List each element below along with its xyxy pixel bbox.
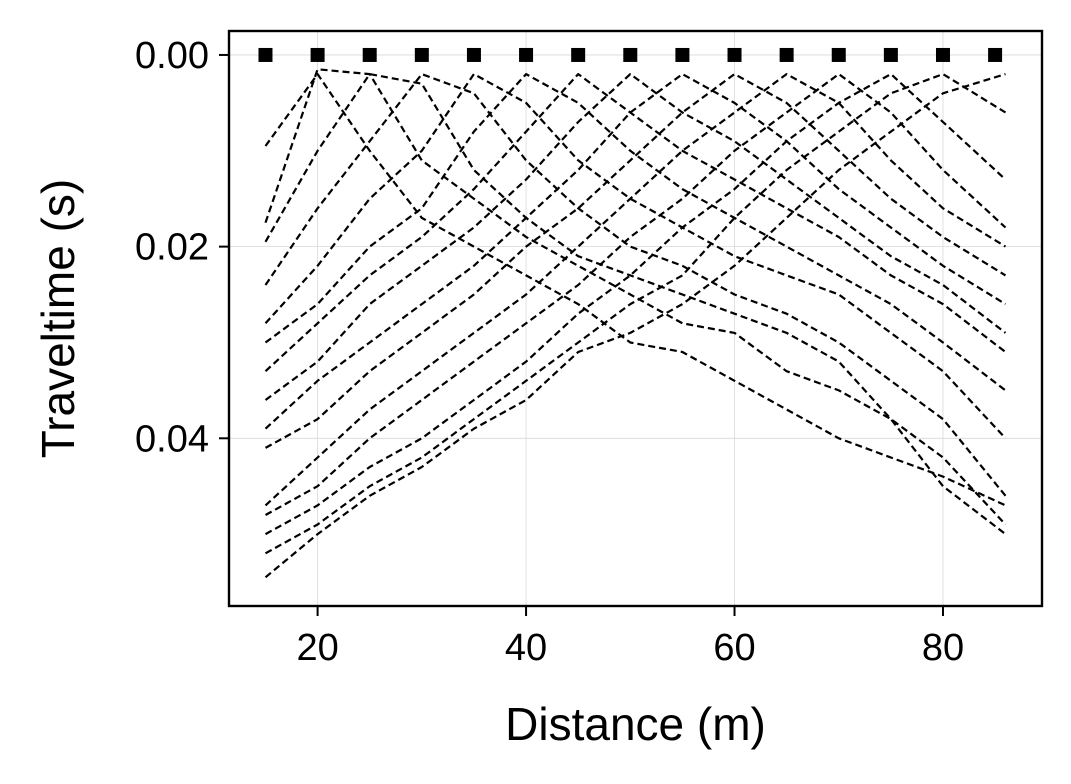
traveltime-curve — [264, 72, 1007, 497]
source-marker — [310, 47, 325, 62]
y-axis-label: Traveltime (s) — [32, 179, 84, 458]
x-tick-label: 40 — [505, 627, 547, 669]
traveltime-curve — [264, 72, 1007, 536]
traveltime-curve — [264, 72, 1007, 507]
source-marker — [831, 47, 846, 62]
traveltime-curve — [264, 72, 1007, 516]
traveltime-curve — [264, 72, 1007, 430]
source-marker — [675, 47, 690, 62]
source-marker — [727, 47, 742, 62]
plot-frame — [227, 29, 1044, 608]
source-marker — [779, 47, 794, 62]
source-marker — [571, 47, 586, 62]
source-marker — [623, 47, 638, 62]
traveltime-curve — [264, 72, 1007, 555]
axes-ticks: 20 40 60 80 0.00 0.02 0.04 — [135, 35, 964, 669]
x-tick-label: 20 — [296, 627, 338, 669]
source-marker — [414, 47, 429, 62]
source-marker — [258, 47, 273, 62]
y-tick-label: 0.00 — [135, 35, 209, 77]
source-marker — [988, 47, 1003, 62]
traveltime-curve — [264, 72, 1007, 535]
y-tick-label: 0.02 — [135, 227, 209, 269]
x-tick-label: 80 — [922, 627, 964, 669]
traveltime-curve — [264, 73, 1006, 579]
x-axis-label: Distance (m) — [505, 698, 766, 750]
traveltime-curve — [264, 72, 1007, 401]
source-marker — [362, 47, 377, 62]
traveltime-curve — [264, 72, 1007, 449]
source-marker — [519, 47, 534, 62]
traveltime-curve — [264, 72, 1006, 507]
grid — [229, 31, 1042, 606]
traveltime-curve — [264, 68, 1007, 526]
traveltime-curve — [264, 72, 1007, 392]
source-marker — [883, 47, 898, 62]
traveltime-curve — [264, 72, 1007, 373]
source-marker — [466, 47, 481, 62]
source-marker — [935, 47, 950, 62]
x-tick-label: 60 — [713, 627, 755, 669]
y-tick-label: 0.04 — [135, 418, 209, 460]
plot-area — [258, 47, 1007, 579]
